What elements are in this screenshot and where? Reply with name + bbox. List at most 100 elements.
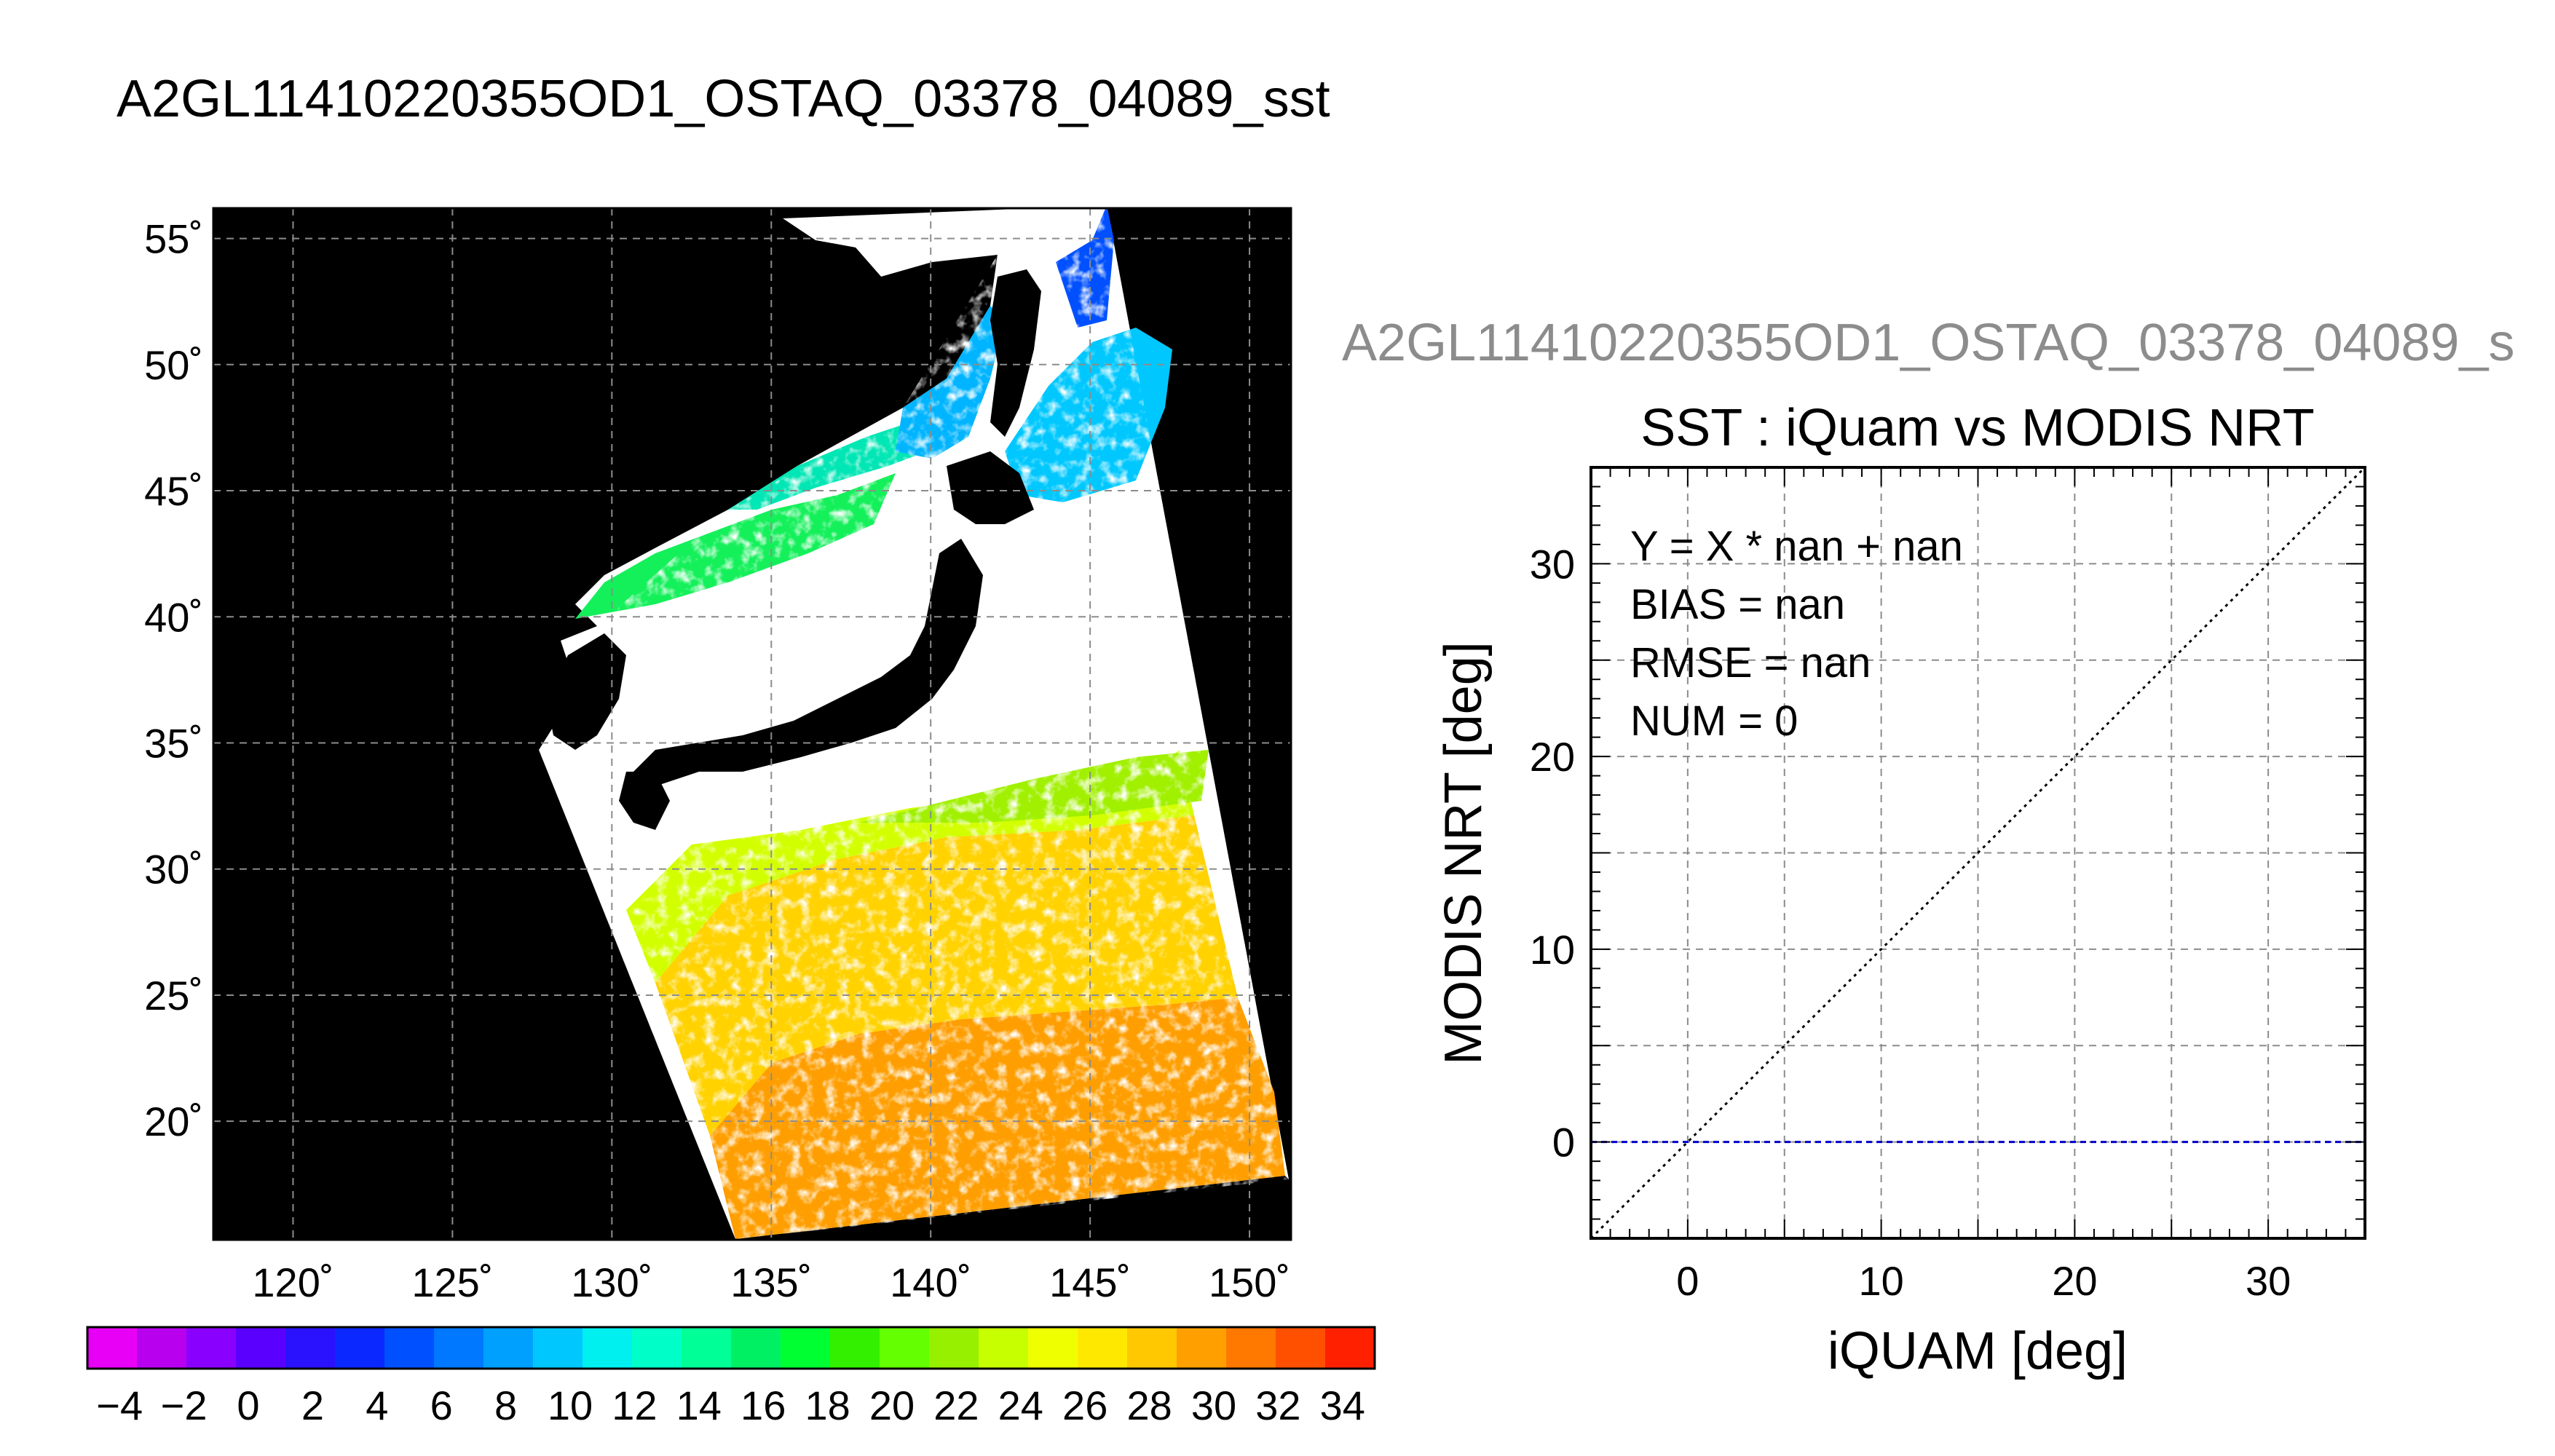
- land-kyushu: [619, 772, 670, 830]
- main-title: A2GL11410220355OD1_OSTAQ_03378_04089_sst: [117, 70, 1330, 128]
- lon-tick-label: 145˚: [1049, 1259, 1131, 1305]
- colorbar-swatch: [682, 1327, 732, 1369]
- colorbar-tick-label: 24: [998, 1382, 1043, 1428]
- one-to-one-line: [1591, 467, 2365, 1238]
- y-tick-label: 30: [1530, 541, 1575, 587]
- colorbar-swatch: [137, 1327, 187, 1369]
- lat-tick-label: 55˚: [144, 216, 203, 262]
- colorbar-swatches: [87, 1327, 1375, 1369]
- colorbar-swatch: [1276, 1327, 1326, 1369]
- colorbar-tick-label: 12: [612, 1382, 657, 1428]
- land-asia-north: [213, 208, 903, 750]
- colorbar-swatch: [929, 1327, 979, 1369]
- colorbar-swatch: [285, 1327, 336, 1369]
- colorbar-swatch: [1127, 1327, 1177, 1369]
- colorbar-swatch: [979, 1327, 1029, 1369]
- colorbar-tick-label: 8: [494, 1382, 517, 1428]
- lon-tick-label: 120˚: [252, 1259, 333, 1305]
- map-frame: [212, 207, 1292, 1241]
- colorbar-tick-label: 0: [237, 1382, 259, 1428]
- stats-annotations: Y = X * nan + nan BIAS = nan RMSE = nan NUM…: [1630, 523, 1963, 745]
- x-tick-label: 30: [2246, 1258, 2291, 1304]
- colorbar-swatch: [87, 1327, 138, 1369]
- sst-map: 55˚ 50˚ 45˚ 40˚ 35˚ 30˚ 25˚ 20˚ 120˚ 125˚ 130˚ 135…: [144, 207, 1292, 1305]
- cloud-speckle: [539, 208, 1289, 1239]
- colorbar-tick-label: 20: [869, 1382, 915, 1428]
- colorbar-tick-label: 22: [933, 1382, 979, 1428]
- x-tick-labels: 0 10 20 30: [1676, 1258, 2291, 1304]
- y-tick-labels: 0 10 20 30: [1530, 541, 1575, 1165]
- x-tick-label: 0: [1676, 1258, 1699, 1304]
- land-hokkaido: [947, 451, 1034, 524]
- stats-annotation: RMSE = nan: [1630, 639, 1871, 687]
- colorbar-swatch: [1325, 1327, 1375, 1369]
- colorbar-swatch: [781, 1327, 831, 1369]
- overlay-title: A2GL11410220355OD1_OSTAQ_03378_04089_s: [1342, 314, 2515, 372]
- colorbar-tick-label: −4: [96, 1382, 143, 1428]
- colorbar-swatch: [583, 1327, 633, 1369]
- land-honshu: [633, 539, 983, 786]
- stats-annotation: BIAS = nan: [1630, 581, 1845, 628]
- map-grid: [213, 208, 1291, 1240]
- y-axis-label: MODIS NRT [deg]: [1434, 641, 1493, 1065]
- lon-tick-label: 140˚: [890, 1259, 971, 1305]
- colorbar-swatch: [1078, 1327, 1128, 1369]
- scatter-plot: 0 10 20 30 0 10 20 30 Y = X * nan + nan BIAS = …: [1434, 466, 2366, 1380]
- lat-tick-labels: 55˚ 50˚ 45˚ 40˚ 35˚ 30˚ 25˚ 20˚: [144, 216, 203, 1145]
- colorbar-swatch: [1226, 1327, 1276, 1369]
- colorbar-tick-label: 6: [430, 1382, 453, 1428]
- colorbar-tick-label: 26: [1062, 1382, 1107, 1428]
- colorbar-tick-label: 28: [1126, 1382, 1172, 1428]
- colorbar-swatch: [186, 1327, 237, 1369]
- lon-tick-label: 135˚: [730, 1259, 812, 1305]
- colorbar-frame: [86, 1326, 1376, 1370]
- x-tick-label: 20: [2052, 1258, 2097, 1304]
- colorbar-swatch: [335, 1327, 385, 1369]
- colorbar-tick-label: 10: [548, 1382, 593, 1428]
- colorbar-tick-label: 2: [301, 1382, 324, 1428]
- colorbar-swatch: [236, 1327, 286, 1369]
- lat-tick-label: 20˚: [144, 1099, 203, 1144]
- x-tick-label: 10: [1858, 1258, 1903, 1304]
- colorbar-swatch: [1177, 1327, 1227, 1369]
- lon-tick-label: 130˚: [571, 1259, 652, 1305]
- lat-tick-label: 45˚: [144, 468, 203, 514]
- plot-minor-ticks: [1590, 467, 2366, 1239]
- colorbar-tick-label: −2: [161, 1382, 208, 1428]
- colorbar-swatch: [1028, 1327, 1078, 1369]
- land-korea: [546, 633, 626, 750]
- lat-tick-label: 50˚: [144, 342, 203, 388]
- colorbar-swatch: [632, 1327, 682, 1369]
- colorbar-tick-label: 34: [1320, 1382, 1365, 1428]
- colorbar-tick-label: 16: [741, 1382, 786, 1428]
- lon-tick-label: 150˚: [1209, 1259, 1290, 1305]
- swath: [213, 208, 1291, 1240]
- colorbar-tick-labels: −4 −2 0 2 4 6 8 10 12 14 16 18 20 22 24 26 28 30 32 34: [96, 1382, 1365, 1428]
- colorbar-swatch: [384, 1327, 435, 1369]
- lon-tick-labels: 120˚ 125˚ 130˚ 135˚ 140˚ 145˚ 150˚: [252, 1259, 1290, 1305]
- colorbar-tick-label: 32: [1255, 1382, 1300, 1428]
- lon-tick-label: 125˚: [411, 1259, 493, 1305]
- lat-tick-label: 30˚: [144, 847, 203, 893]
- colorbar-swatch: [880, 1327, 930, 1369]
- colorbar-swatch: [830, 1327, 880, 1369]
- plot-frame: [1590, 466, 2366, 1240]
- lat-tick-label: 25˚: [144, 973, 203, 1018]
- lat-tick-label: 40˚: [144, 594, 203, 640]
- scatter-title: SST : iQuam vs MODIS NRT: [1640, 399, 2315, 457]
- plot-reference-lines: [1591, 467, 2365, 1238]
- stats-annotation: Y = X * nan + nan: [1630, 523, 1963, 570]
- colorbar: −4 −2 0 2 4 6 8 10 12 14 16 18 20 22 24 26 28 30 32 34: [86, 1326, 1376, 1428]
- y-tick-label: 10: [1530, 927, 1575, 973]
- lat-tick-label: 35˚: [144, 720, 203, 766]
- colorbar-swatch: [483, 1327, 534, 1369]
- colorbar-tick-label: 4: [366, 1382, 388, 1428]
- stats-annotation: NUM = 0: [1630, 697, 1798, 745]
- land-sakhalin: [990, 269, 1041, 437]
- colorbar-swatch: [434, 1327, 484, 1369]
- colorbar-tick-label: 18: [805, 1382, 850, 1428]
- colorbar-swatch: [731, 1327, 781, 1369]
- colorbar-tick-label: 30: [1191, 1382, 1236, 1428]
- x-axis-label: iQUAM [deg]: [1828, 1322, 2128, 1380]
